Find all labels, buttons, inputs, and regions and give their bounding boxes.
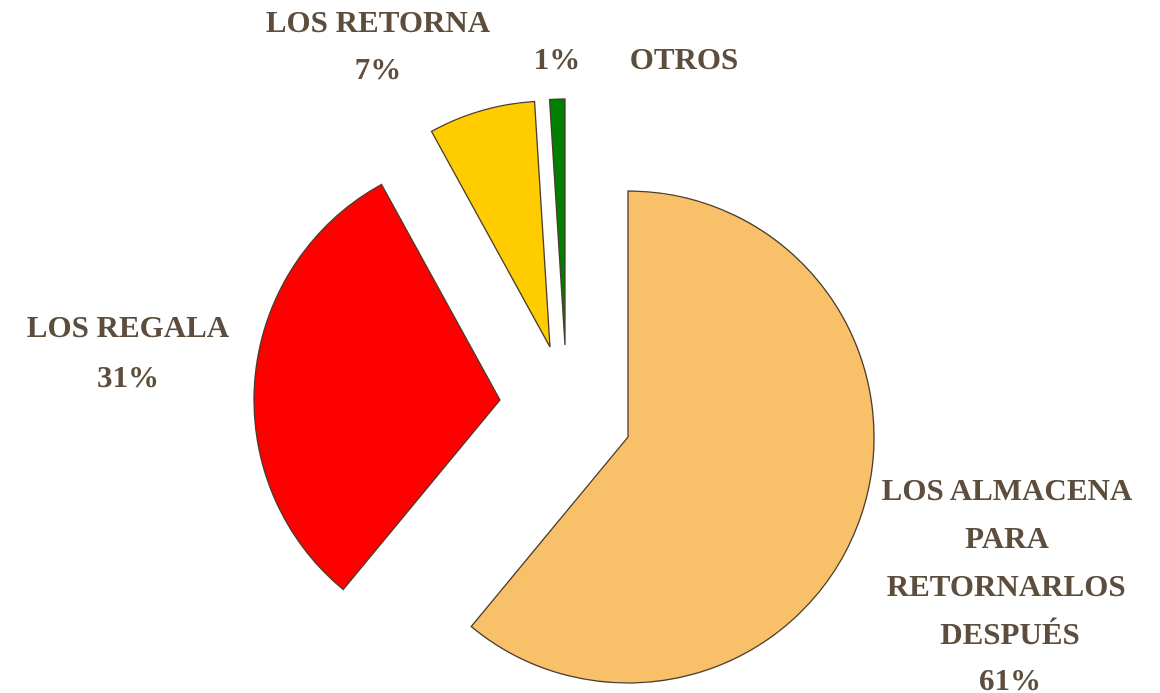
slice-label: OTROS	[630, 41, 739, 76]
slice-value-label: 31%	[97, 359, 159, 394]
slice-label: LOS ALMACENA PARA RETORNARLOS DESPUÉS	[882, 472, 1139, 651]
slice-label: LOS REGALA	[27, 309, 230, 344]
pie-slice	[430, 100, 551, 348]
pie-slice	[253, 183, 501, 591]
pie-slice	[470, 190, 875, 684]
slice-label: LOS RETORNA	[266, 4, 491, 39]
slice-value-label: 61%	[979, 662, 1041, 693]
slice-value-label: 1%	[534, 41, 581, 76]
pie-slice	[548, 98, 566, 346]
slice-value-label: 7%	[355, 51, 402, 86]
